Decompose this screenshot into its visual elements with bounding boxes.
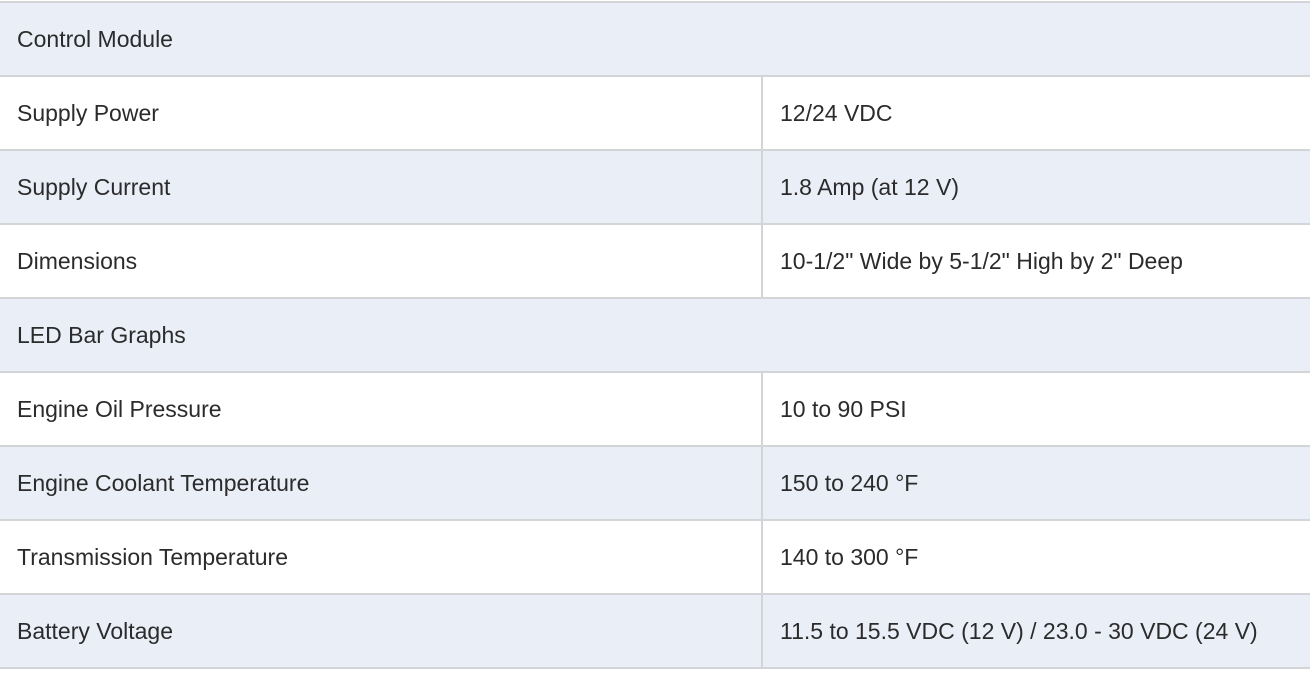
spec-label: Battery Voltage (0, 593, 763, 669)
section-header-row: LED Bar Graphs (0, 297, 1310, 373)
table-row: Transmission Temperature 140 to 300 °F (0, 519, 1310, 595)
table-row: Engine Coolant Temperature 150 to 240 °F (0, 445, 1310, 521)
spec-value: 12/24 VDC (761, 75, 1310, 151)
table-row: Engine Oil Pressure 10 to 90 PSI (0, 371, 1310, 447)
section-header-row: Control Module (0, 1, 1310, 77)
spec-label: Supply Current (0, 149, 763, 225)
section-title: LED Bar Graphs (0, 297, 1310, 373)
spec-value: 150 to 240 °F (761, 445, 1310, 521)
table-row: Dimensions 10-1/2" Wide by 5-1/2" High by… (0, 223, 1310, 299)
spec-label: Engine Coolant Temperature (0, 445, 763, 521)
table-row: Supply Current 1.8 Amp (at 12 V) (0, 149, 1310, 225)
spec-label: Transmission Temperature (0, 519, 763, 595)
specifications-table: Control Module Supply Power 12/24 VDC Sup… (0, 1, 1310, 669)
spec-value: 140 to 300 °F (761, 519, 1310, 595)
spec-value: 10 to 90 PSI (761, 371, 1310, 447)
table-row: Supply Power 12/24 VDC (0, 75, 1310, 151)
table-row: Battery Voltage 11.5 to 15.5 VDC (12 V) /… (0, 593, 1310, 669)
spec-label: Dimensions (0, 223, 763, 299)
spec-value: 10-1/2" Wide by 5-1/2" High by 2" Deep (761, 223, 1310, 299)
spec-label: Supply Power (0, 75, 763, 151)
spec-value: 11.5 to 15.5 VDC (12 V) / 23.0 - 30 VDC … (761, 593, 1310, 669)
spec-label: Engine Oil Pressure (0, 371, 763, 447)
spec-value: 1.8 Amp (at 12 V) (761, 149, 1310, 225)
section-title: Control Module (0, 1, 1310, 77)
